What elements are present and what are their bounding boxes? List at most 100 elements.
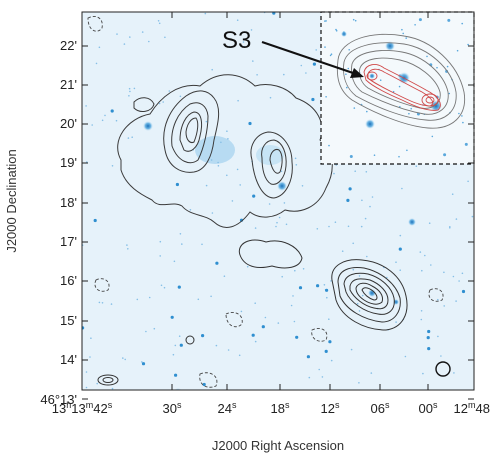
star-speck	[421, 269, 423, 272]
star-speck	[248, 121, 252, 126]
negative-contours	[87, 16, 444, 388]
star-speck	[211, 68, 213, 71]
star-speck	[89, 356, 91, 358]
star-speck	[91, 124, 93, 126]
star-speck	[406, 149, 408, 152]
star-speck	[129, 90, 131, 93]
star-speck	[358, 275, 361, 277]
star-speck	[461, 115, 463, 117]
bright-star	[143, 121, 153, 131]
star-speck	[356, 302, 359, 305]
star-speck	[162, 101, 164, 103]
star-speck	[335, 28, 337, 31]
star-speck	[330, 359, 333, 362]
star-speck	[281, 275, 284, 278]
star-speck	[159, 240, 162, 243]
star-speck	[217, 161, 219, 164]
star-speck	[168, 90, 171, 92]
star-speck	[443, 305, 446, 307]
star-speck	[430, 264, 432, 266]
star-speck	[202, 382, 206, 387]
star-speck	[415, 165, 418, 167]
y-tick-label: 20'	[60, 116, 77, 131]
x-tick-label: 00s	[419, 400, 438, 416]
inset-source	[385, 41, 395, 51]
star-speck	[364, 217, 367, 220]
star-speck	[236, 168, 239, 171]
star-speck	[410, 107, 413, 110]
star-speck	[163, 286, 166, 289]
star-speck	[295, 164, 298, 166]
star-speck	[358, 382, 360, 384]
star-speck	[141, 362, 146, 366]
star-speck	[174, 344, 177, 347]
star-speck	[179, 95, 182, 98]
x-tick-label: 12m48s	[454, 400, 490, 416]
star-speck	[426, 55, 428, 58]
star-speck	[414, 24, 416, 26]
pointer-arrow	[261, 40, 364, 78]
star-speck	[205, 184, 208, 187]
radio-contours-north	[117, 74, 333, 228]
star-speck	[300, 64, 303, 67]
star-speck	[328, 225, 330, 228]
star-speck	[404, 355, 407, 358]
star-speck	[177, 285, 181, 289]
star-speck	[127, 137, 130, 139]
star-speck	[345, 73, 347, 75]
beam-ellipse	[435, 361, 451, 377]
source-label-s3: S3	[222, 27, 251, 54]
star-speck	[323, 284, 326, 286]
star-speck	[305, 72, 307, 74]
star-speck	[464, 142, 468, 146]
star-speck	[461, 22, 464, 25]
x-tick-label: 12s	[321, 400, 340, 416]
star-speck	[246, 265, 249, 268]
star-speck	[252, 60, 254, 62]
star-speck	[349, 155, 353, 158]
star-speck	[227, 138, 229, 140]
x-tick-label: 30s	[163, 400, 182, 416]
star-speck	[174, 373, 178, 377]
star-speck	[133, 87, 136, 90]
y-tick-label: 15'	[60, 313, 77, 328]
star-speck	[227, 349, 230, 351]
star-speck	[205, 120, 208, 123]
star-speck	[90, 337, 92, 340]
star-speck	[272, 12, 276, 15]
star-speck	[458, 112, 460, 115]
star-speck	[254, 302, 256, 305]
star-speck	[116, 33, 118, 35]
star-speck	[268, 203, 271, 205]
star-speck	[236, 19, 239, 22]
star-speck	[449, 227, 451, 229]
star-speck	[373, 154, 376, 156]
star-speck	[158, 102, 161, 105]
x-tick-label: 13h13m42s	[52, 400, 113, 416]
star-speck	[115, 119, 118, 122]
x-axis-title: J2000 Right Ascension	[212, 438, 344, 453]
star-speck	[298, 286, 303, 290]
star-speck	[101, 119, 104, 122]
star-speck	[95, 62, 98, 65]
star-speck	[312, 62, 316, 66]
star-speck	[379, 79, 382, 81]
star-speck	[85, 105, 87, 107]
y-tick-label: 18'	[60, 195, 77, 210]
star-speck	[453, 372, 455, 374]
star-speck	[354, 170, 357, 172]
star-speck	[437, 298, 439, 301]
star-speck	[238, 354, 241, 357]
y-tick-label: 17'	[60, 234, 77, 249]
star-speck	[420, 310, 423, 312]
star-speck	[424, 254, 426, 257]
star-speck	[467, 180, 469, 183]
star-speck	[361, 294, 364, 297]
star-speck	[110, 303, 113, 305]
star-speck	[329, 54, 332, 57]
star-speck	[348, 49, 351, 51]
star-speck	[131, 136, 133, 138]
star-speck	[316, 284, 320, 288]
star-speck	[401, 187, 403, 190]
star-speck	[398, 155, 400, 158]
